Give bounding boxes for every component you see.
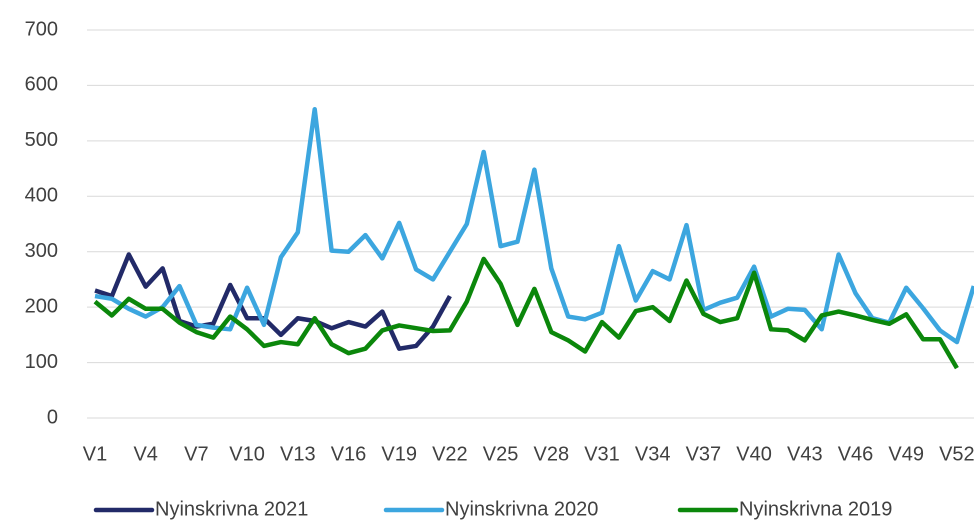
series-line [94, 107, 974, 345]
x-tick-label: V52 [939, 443, 974, 465]
y-tick-label: 700 [25, 18, 58, 40]
y-tick-label: 600 [25, 74, 58, 96]
x-tick-label: V4 [133, 443, 157, 465]
x-tick-label: V28 [534, 443, 570, 465]
x-tick-label: V7 [184, 443, 208, 465]
x-tick-label: V13 [280, 443, 316, 465]
series-line [93, 256, 959, 370]
x-tick-label: V25 [483, 443, 519, 465]
legend-label: Nyinskrivna 2019 [739, 498, 892, 520]
x-tick-label: V10 [229, 443, 265, 465]
legend-label: Nyinskrivna 2020 [445, 498, 598, 520]
y-tick-label: 0 [47, 406, 58, 428]
x-tick-label: V22 [432, 443, 468, 465]
x-tick-label: V1 [83, 443, 107, 465]
x-tick-label: V19 [381, 443, 417, 465]
y-tick-label: 200 [25, 295, 58, 317]
series-line [94, 252, 452, 351]
y-tick-label: 100 [25, 351, 58, 373]
x-tick-label: V46 [838, 443, 874, 465]
x-tick-label: V34 [635, 443, 671, 465]
y-tick-label: 500 [25, 129, 58, 151]
y-tick-label: 400 [25, 185, 58, 207]
x-tick-label: V16 [331, 443, 367, 465]
x-tick-label: V40 [736, 443, 772, 465]
x-tick-label: V37 [686, 443, 722, 465]
legend-label: Nyinskrivna 2021 [155, 498, 308, 520]
y-tick-label: 300 [25, 240, 58, 262]
x-tick-label: V31 [584, 443, 620, 465]
x-tick-label: V43 [787, 443, 823, 465]
x-tick-label: V49 [888, 443, 924, 465]
